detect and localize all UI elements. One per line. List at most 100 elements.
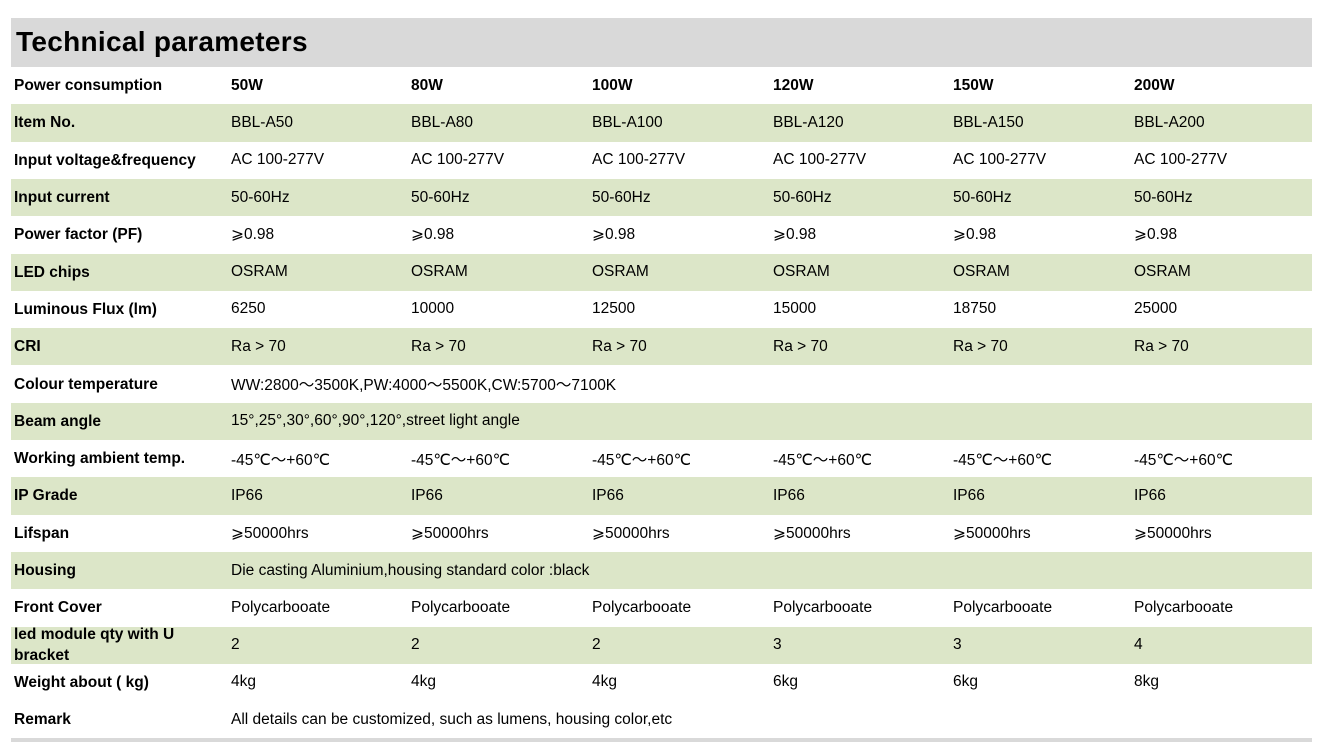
table-row: Power consumption 50W 80W 100W 120W 150W 200W	[11, 67, 1312, 104]
title: Technical parameters	[16, 26, 308, 57]
cell-value: BBL-A80	[411, 113, 474, 131]
row-label: LED chips	[14, 263, 90, 281]
cell-value: 4kg	[411, 673, 436, 691]
table-row: Colour temperature WW:2800～3500K,PW:4000～…	[11, 365, 1312, 402]
table-row: Working ambient temp. -45℃～+60℃ -45℃～+60℃ -…	[11, 440, 1312, 477]
cell-value: Polycarbooate	[231, 598, 331, 616]
cell-value: All details can be customized, such as l…	[231, 710, 673, 728]
cell-value: 6kg	[773, 673, 798, 691]
cell-value: Polycarbooate	[411, 598, 511, 616]
cell-value: 50-60Hz	[953, 188, 1012, 206]
cell-value: 4kg	[592, 673, 617, 691]
cell-value: 100W	[592, 76, 633, 94]
row-label: Beam angle	[14, 412, 102, 430]
cell-value: ⩾0.98	[592, 226, 636, 244]
cell-value: WW:2800～3500K,PW:4000～5500K,CW:5700～7100…	[231, 377, 617, 395]
cell-value: AC 100-277V	[953, 151, 1047, 169]
row-label: Weight about ( kg)	[14, 673, 149, 691]
row-label: Power factor (PF)	[14, 226, 143, 244]
cell-value: ⩾50000hrs	[773, 524, 851, 542]
cell-value: ⩾50000hrs	[231, 524, 309, 542]
cell-value: 50-60Hz	[411, 188, 470, 206]
table-row: Lifspan ⩾50000hrs ⩾50000hrs ⩾50000hrs ⩾50000…	[11, 515, 1312, 552]
cell-value: 50W	[231, 76, 263, 94]
cell-value: Ra > 70	[592, 337, 647, 355]
cell-value: ⩾50000hrs	[411, 524, 489, 542]
cell-value: 150W	[953, 76, 994, 94]
cell-value: OSRAM	[231, 263, 288, 281]
cell-value: AC 100-277V	[773, 151, 867, 169]
cell-value: OSRAM	[953, 263, 1010, 281]
cell-value: BBL-A150	[953, 113, 1024, 131]
cell-value: -45℃～+60℃	[773, 451, 873, 469]
cell-value: 15°,25°,30°,60°,90°,120°,street light an…	[231, 412, 520, 430]
cell-value: Polycarbooate	[1134, 598, 1234, 616]
cell-value: Polycarbooate	[592, 598, 692, 616]
cell-value: OSRAM	[411, 263, 468, 281]
cell-value: Ra > 70	[953, 337, 1008, 355]
cell-value: 3	[773, 636, 782, 654]
table-row: Item No. BBL-A50 BBL-A80 BBL-A100 BBL-A120 BB…	[11, 104, 1312, 142]
cell-value: -45℃～+60℃	[953, 451, 1053, 469]
cell-value: 2	[231, 636, 240, 654]
row-label: Lifspan	[14, 524, 70, 542]
table-row: LED chips OSRAM OSRAM OSRAM OSRAM OSRAM OSRAM	[11, 253, 1312, 291]
cell-value: OSRAM	[1134, 263, 1191, 281]
cell-value: -45℃～+60℃	[231, 451, 331, 469]
cell-value: OSRAM	[592, 263, 649, 281]
cell-value: 50-60Hz	[592, 188, 651, 206]
table-row: Luminous Flux (lm) 6250 10000 12500 15000 187…	[11, 291, 1312, 328]
cell-value: 8kg	[1134, 673, 1159, 691]
row-label: Remark	[14, 711, 71, 729]
row-label: CRI	[14, 338, 41, 356]
cell-value: ⩾0.98	[411, 226, 455, 244]
cell-value: ⩾0.98	[1134, 226, 1178, 244]
title-bar: Technical parameters	[11, 18, 1312, 67]
cell-value: 200W	[1134, 76, 1175, 94]
row-label: Front Cover	[14, 599, 102, 617]
row-label: Power consumption	[14, 77, 163, 95]
cell-value: Ra > 70	[1134, 337, 1189, 355]
bottom-rule	[11, 738, 1312, 742]
cell-value: 2	[411, 636, 420, 654]
row-label: Luminous Flux (lm)	[14, 300, 157, 318]
row-label: Input voltage&frequency	[14, 151, 196, 169]
cell-value: ⩾0.98	[953, 226, 997, 244]
table-row: led module qty with U bracket 2 2 2 3 3 4	[11, 626, 1312, 664]
cell-value: 12500	[592, 300, 636, 318]
cell-value: AC 100-277V	[231, 151, 325, 169]
cell-value: Ra > 70	[411, 337, 466, 355]
cell-value: 4kg	[231, 673, 256, 691]
row-label: Item No.	[14, 114, 76, 132]
table-row: IP Grade IP66 IP66 IP66 IP66 IP66 IP66	[11, 477, 1312, 515]
cell-value: 50-60Hz	[773, 188, 832, 206]
cell-value: -45℃～+60℃	[592, 451, 692, 469]
cell-value: 3	[953, 636, 962, 654]
cell-value: 6kg	[953, 673, 978, 691]
cell-value: Die casting Aluminium,housing standard c…	[231, 561, 590, 579]
table-row: Input voltage&frequency AC 100-277V AC 100…	[11, 142, 1312, 179]
cell-value: IP66	[231, 486, 263, 504]
cell-value: -45℃～+60℃	[1134, 451, 1234, 469]
cell-value: 2	[592, 636, 601, 654]
table-row: CRI Ra > 70 Ra > 70 Ra > 70 Ra > 70 Ra > 70 Ra…	[11, 328, 1312, 366]
cell-value: Polycarbooate	[953, 598, 1053, 616]
cell-value: 50-60Hz	[1134, 188, 1193, 206]
cell-value: 120W	[773, 76, 814, 94]
cell-value: IP66	[592, 486, 624, 504]
row-label: Housing	[14, 562, 76, 580]
cell-value: 80W	[411, 76, 443, 94]
row-label: led module qty with U bracket	[14, 626, 175, 664]
cell-value: 6250	[231, 300, 266, 318]
cell-value: ⩾0.98	[773, 226, 817, 244]
row-label: IP Grade	[14, 487, 78, 505]
cell-value: 4	[1134, 636, 1143, 654]
cell-value: Polycarbooate	[773, 598, 873, 616]
cell-value: Ra > 70	[773, 337, 828, 355]
cell-value: ⩾50000hrs	[953, 524, 1031, 542]
table-row: Beam angle 15°,25°,30°,60°,90°,120°,stree…	[11, 402, 1312, 440]
table-row: Housing Die casting Aluminium,housing sta…	[11, 551, 1312, 590]
cell-value: 15000	[773, 300, 817, 318]
cell-value: OSRAM	[773, 263, 830, 281]
